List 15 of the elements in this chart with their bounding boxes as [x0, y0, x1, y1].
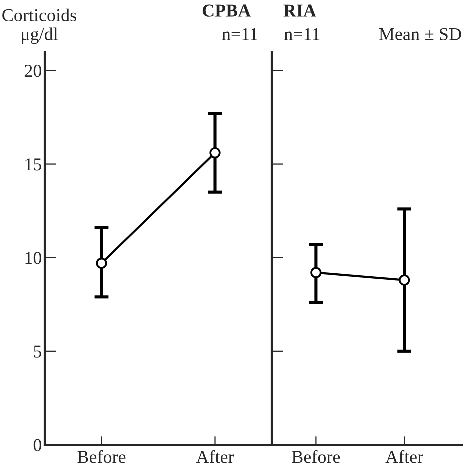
y-tick-label: 5 — [34, 346, 42, 358]
chart-title: RIA — [284, 4, 316, 17]
x-tick-label: After — [386, 450, 424, 464]
chart-title: CPBA — [202, 4, 252, 17]
x-tick-label: Before — [292, 450, 340, 464]
y-axis-title: Corticoids μg/dl — [2, 8, 76, 44]
text: Mean ± SD — [379, 28, 462, 40]
x-tick-label: Before — [78, 450, 126, 464]
chart-subtitle: n=11 — [284, 28, 320, 40]
chart-subtitle: n=11 — [222, 28, 258, 40]
y-tick-label: 0 — [34, 439, 42, 452]
x-tick-label: After — [196, 450, 234, 464]
y-tick-label: 10 — [26, 252, 42, 264]
y-tick-label: 20 — [24, 64, 42, 78]
y-tick-label: 15 — [26, 158, 42, 171]
